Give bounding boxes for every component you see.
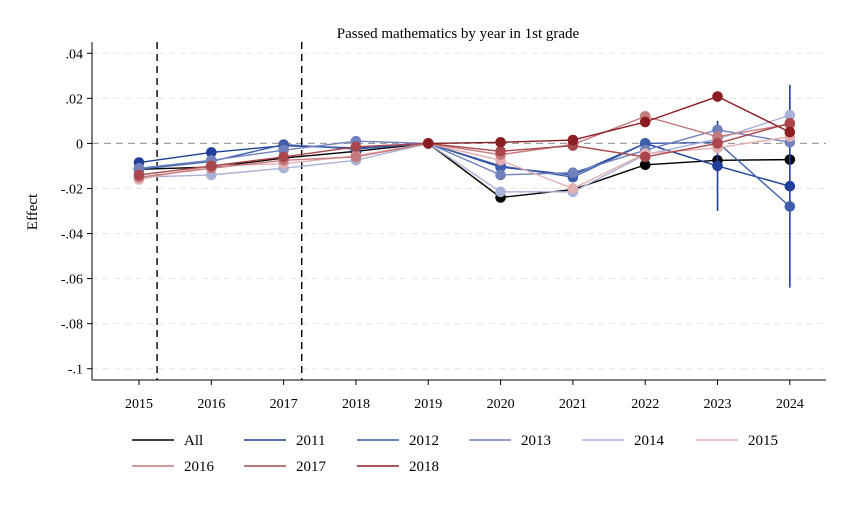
data-point [422,138,434,149]
legend-item: 2011 [244,433,325,449]
series-line [138,115,790,178]
x-tick-label: 2019 [414,397,442,412]
data-point [495,136,506,148]
legend-label: 2014 [634,433,665,449]
y-tick-label: .04 [66,47,84,62]
y-tick-label: -.02 [61,182,83,197]
series-2018 [422,91,796,149]
data-point [784,117,796,129]
legend-item: 2012 [357,433,439,449]
data-point [567,134,579,146]
x-tick-label: 2017 [270,397,298,412]
legend-label: 2016 [184,459,215,475]
data-point [712,138,723,149]
x-tick-label: 2016 [197,397,225,412]
legend-item: 2013 [469,433,551,449]
data-point [133,169,145,181]
data-point [784,126,796,138]
legend-item: 2016 [132,459,215,475]
y-axis-label: Effect [25,193,41,230]
series-2011 [133,84,796,288]
chart-title: Passed mathematics by year in 1st grade [337,26,580,42]
x-tick-label: 2023 [704,397,732,412]
legend-item: 2017 [244,459,327,475]
data-point [206,160,217,172]
data-point [495,145,506,157]
legend-label: 2018 [409,459,439,475]
data-point [350,141,362,153]
series-line [138,122,791,176]
y-tick-label: -.1 [68,363,83,378]
series-lines [133,84,796,288]
series-line [138,142,790,199]
legend-item: 2014 [582,433,665,449]
legend-label: 2013 [521,433,551,449]
legend-item: All [132,433,203,449]
series-line [138,141,791,208]
x-tick-label: 2021 [559,397,587,412]
series-line [138,114,791,193]
y-tick-label: 0 [76,137,83,152]
data-point [567,167,579,178]
series-2014 [133,109,796,198]
x-tick-label: 2022 [631,397,659,412]
data-point [278,151,289,163]
y-tick-label: .02 [66,92,84,107]
y-tick-label: -.04 [61,228,83,243]
x-tick-label: 2024 [776,397,804,412]
data-point [495,169,506,181]
legend-item: 2015 [696,433,778,449]
data-point [567,183,579,194]
data-point [784,180,796,192]
legend: All 2011 2012 2013 2014 2015 2016 2017 2018 [132,433,778,475]
series-line [428,95,791,145]
data-point [495,186,506,198]
x-tick-label: 2018 [342,397,370,412]
legend-item: 2018 [357,459,439,475]
data-point [350,151,362,163]
x-tick-label: 2015 [125,397,153,412]
axes: .04 .02 0 -.02 -.04 -.06 -.08 -.1 2015 2016 2017 20… [61,42,826,412]
data-point [639,151,651,163]
data-point [784,201,796,212]
series-line [138,129,790,176]
legend-label: 2012 [409,433,439,449]
legend-label: 2011 [296,433,325,449]
data-point [639,116,651,128]
y-tick-label: -.08 [61,318,83,333]
legend-label: 2017 [296,459,327,475]
data-point [712,160,723,172]
legend-label: All [184,433,203,449]
data-point [712,91,723,102]
x-tick-label: 2020 [487,397,515,412]
legend-label: 2015 [748,433,778,449]
y-tick-label: -.06 [61,273,83,288]
